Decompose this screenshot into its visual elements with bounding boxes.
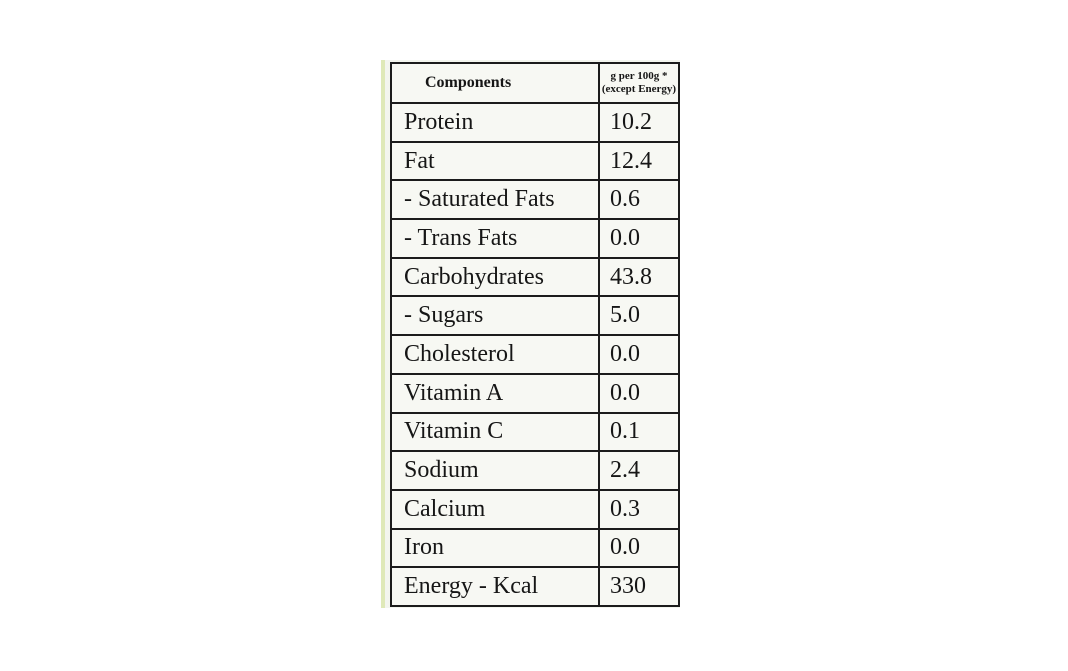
nutrient-name: - Trans Fats [390,218,600,259]
table-row: Protein 10.2 [390,102,680,143]
nutrient-value: 2.4 [598,450,680,491]
nutrient-name: Calcium [390,488,600,530]
nutrient-value: 0.0 [598,527,680,569]
nutrient-name: Vitamin A [390,372,600,414]
table-row: - Saturated Fats 0.6 [390,179,680,221]
nutrient-name: Vitamin C [390,411,600,453]
nutrient-name: Carbohydrates [390,256,600,298]
table-row: Iron 0.0 [390,527,680,569]
unit-header: g per 100g * (except Energy) [598,62,680,104]
nutrient-value: 0.0 [598,372,680,414]
nutrient-value: 0.1 [598,411,680,453]
nutrient-name: Protein [390,102,600,143]
nutrition-facts-table: Components g per 100g * (except Energy) … [390,62,680,607]
table-row: Energy - Kcal 330 [390,566,680,607]
nutrient-name: Energy - Kcal [390,566,600,607]
unit-header-line-1: g per 100g * [610,70,668,82]
nutrient-value: 12.4 [598,140,680,182]
unit-header-line-2: (except Energy) [601,83,677,95]
nutrient-value: 0.6 [598,179,680,221]
nutrient-value: 5.0 [598,295,680,337]
nutrient-value: 10.2 [598,102,680,143]
nutrient-name: - Saturated Fats [390,179,600,221]
table-row: Fat 12.4 [390,140,680,182]
nutrient-name: Iron [390,527,600,569]
nutrient-value: 0.0 [598,218,680,259]
table-row: - Trans Fats 0.0 [390,218,680,259]
nutrient-name: Sodium [390,450,600,491]
table-row: Vitamin A 0.0 [390,372,680,414]
table-row: Carbohydrates 43.8 [390,256,680,298]
components-header: Components [390,62,600,104]
nutrient-value: 43.8 [598,256,680,298]
nutrient-value: 0.3 [598,488,680,530]
nutrient-name: Cholesterol [390,334,600,375]
nutrient-name: Fat [390,140,600,182]
table-row: Calcium 0.3 [390,488,680,530]
table-row: Vitamin C 0.1 [390,411,680,453]
nutrient-name: - Sugars [390,295,600,337]
table-row: Cholesterol 0.0 [390,334,680,375]
table-row: - Sugars 5.0 [390,295,680,337]
nutrient-value: 0.0 [598,334,680,375]
nutrient-value: 330 [598,566,680,607]
table-header-row: Components g per 100g * (except Energy) [390,62,680,104]
table-row: Sodium 2.4 [390,450,680,491]
